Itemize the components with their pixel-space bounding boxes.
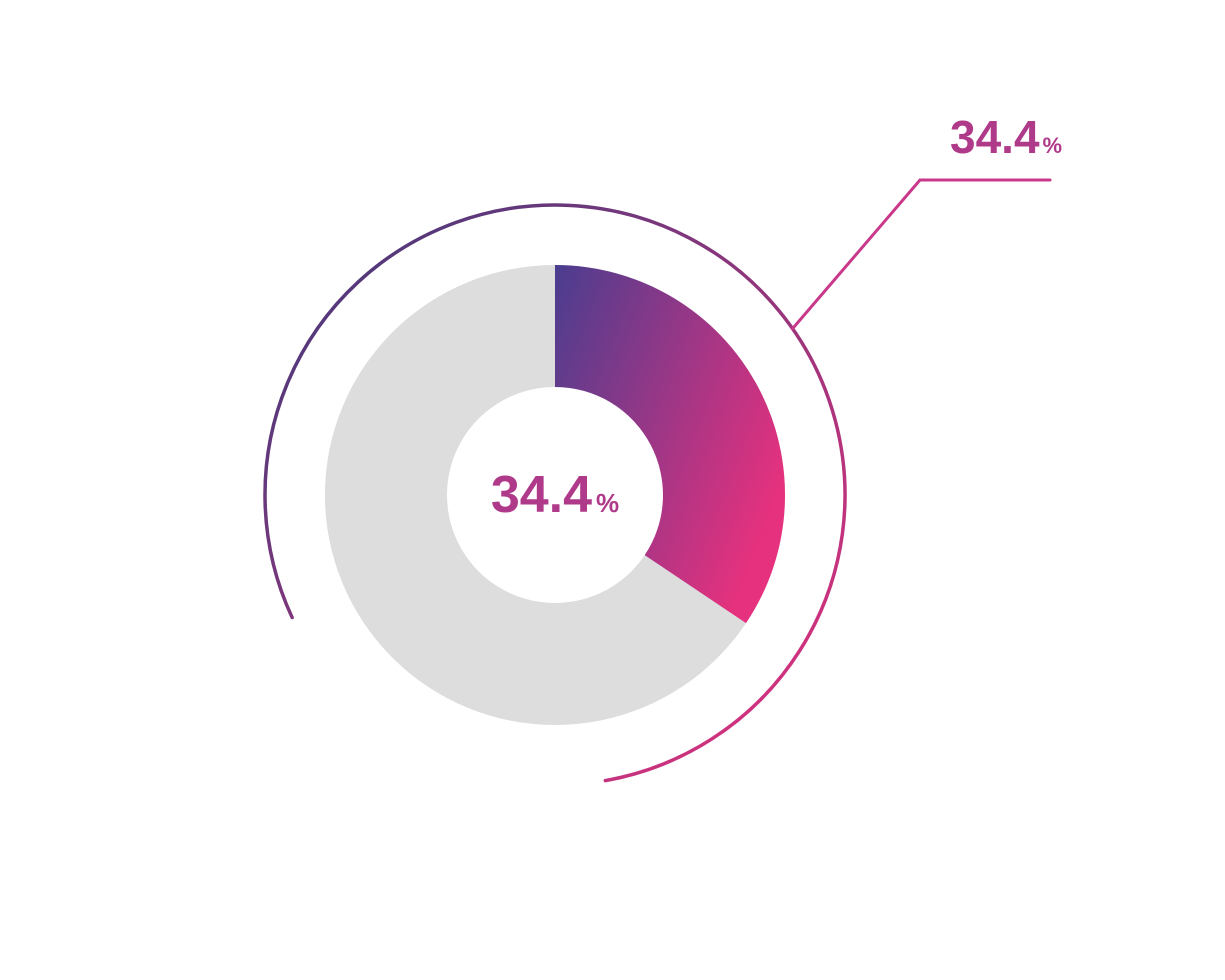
center-percentage-label: 34.4%	[491, 465, 619, 525]
callout-percentage-label: 34.4%	[950, 110, 1062, 164]
donut-slice	[555, 265, 785, 623]
chart-stage: 34.4% 34.4%	[0, 0, 1225, 980]
callout-percentage-value: 34.4	[950, 111, 1040, 163]
callout-leader-line	[793, 180, 1050, 329]
center-percentage-suffix: %	[596, 488, 619, 518]
callout-percentage-suffix: %	[1043, 133, 1063, 158]
center-percentage-value: 34.4	[491, 466, 592, 524]
